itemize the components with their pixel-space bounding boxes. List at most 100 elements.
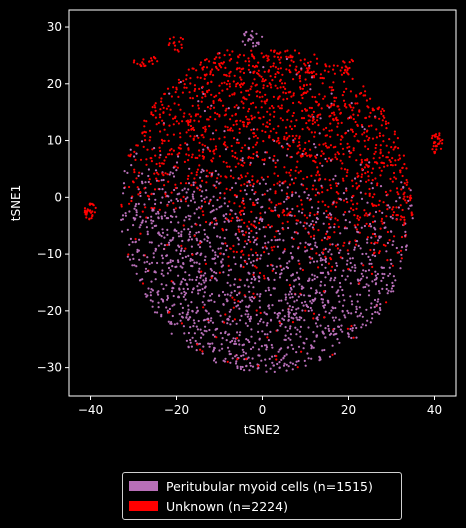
point-unknown xyxy=(172,86,175,89)
point-peritubular xyxy=(175,169,178,172)
point-unknown xyxy=(235,68,238,71)
point-peritubular xyxy=(187,331,190,335)
point-unknown xyxy=(312,110,315,113)
point-peritubular xyxy=(173,282,176,286)
point-unknown xyxy=(222,61,225,64)
point-peritubular xyxy=(361,125,364,128)
point-peritubular xyxy=(223,220,226,223)
point-unknown xyxy=(311,122,314,125)
point-unknown xyxy=(168,124,171,127)
point-peritubular xyxy=(241,159,244,162)
point-unknown xyxy=(204,74,207,77)
point-peritubular xyxy=(304,241,307,244)
point-unknown xyxy=(322,77,325,80)
point-peritubular xyxy=(249,161,252,164)
point-peritubular xyxy=(288,260,291,263)
point-unknown xyxy=(301,87,304,90)
point-unknown xyxy=(204,128,207,131)
point-unknown xyxy=(305,187,308,190)
point-peritubular xyxy=(161,231,165,234)
point-peritubular xyxy=(294,191,297,194)
point-unknown xyxy=(389,177,392,180)
point-peritubular xyxy=(297,276,300,279)
point-unknown xyxy=(150,57,153,60)
point-unknown xyxy=(153,104,156,107)
point-peritubular xyxy=(272,364,275,367)
point-unknown xyxy=(228,59,231,62)
point-unknown xyxy=(304,78,307,81)
point-unknown xyxy=(133,171,136,174)
point-peritubular xyxy=(325,216,328,219)
point-peritubular xyxy=(371,280,374,283)
point-peritubular xyxy=(150,219,153,222)
point-unknown xyxy=(260,176,263,179)
point-unknown xyxy=(356,114,360,117)
point-unknown xyxy=(158,146,161,149)
point-peritubular xyxy=(188,274,191,277)
point-peritubular xyxy=(290,288,293,291)
point-peritubular xyxy=(214,262,217,265)
point-unknown xyxy=(351,109,354,112)
point-unknown xyxy=(287,56,290,59)
point-peritubular xyxy=(273,278,276,281)
point-peritubular xyxy=(212,209,215,212)
point-peritubular xyxy=(252,185,255,188)
point-unknown xyxy=(279,86,282,89)
point-peritubular xyxy=(172,208,175,211)
point-unknown xyxy=(199,348,202,351)
point-unknown xyxy=(355,182,358,185)
point-peritubular xyxy=(250,281,253,284)
point-unknown xyxy=(240,174,243,177)
point-unknown xyxy=(88,210,91,213)
point-unknown xyxy=(224,144,227,147)
point-unknown xyxy=(346,146,349,149)
point-unknown xyxy=(271,249,274,252)
point-unknown xyxy=(130,199,133,203)
point-unknown xyxy=(135,177,138,180)
point-peritubular xyxy=(303,359,306,362)
point-unknown xyxy=(166,243,169,246)
point-peritubular xyxy=(322,332,325,335)
point-peritubular xyxy=(243,34,246,37)
point-peritubular xyxy=(258,295,261,298)
point-unknown xyxy=(308,106,311,109)
point-unknown xyxy=(317,103,321,106)
point-peritubular xyxy=(148,241,151,244)
point-unknown xyxy=(399,204,402,207)
point-unknown xyxy=(303,214,306,217)
point-unknown xyxy=(441,142,444,145)
point-unknown xyxy=(331,203,334,206)
point-peritubular xyxy=(139,278,142,281)
point-peritubular xyxy=(379,185,383,188)
point-unknown xyxy=(179,182,182,185)
legend-item-unknown: Unknown (n=2224) xyxy=(129,496,395,516)
point-unknown xyxy=(202,136,205,139)
point-unknown xyxy=(320,107,323,110)
point-peritubular xyxy=(222,271,225,274)
point-unknown xyxy=(185,131,188,134)
point-unknown xyxy=(271,269,274,272)
point-unknown xyxy=(183,112,186,115)
point-unknown xyxy=(198,141,201,144)
point-unknown xyxy=(223,321,226,324)
point-peritubular xyxy=(273,311,276,314)
point-unknown xyxy=(306,61,310,64)
point-unknown xyxy=(179,132,182,135)
point-peritubular xyxy=(312,346,315,349)
point-unknown xyxy=(197,136,200,139)
point-unknown xyxy=(214,111,217,114)
point-unknown xyxy=(311,113,314,116)
point-peritubular xyxy=(151,305,154,308)
point-peritubular xyxy=(366,319,369,322)
point-peritubular xyxy=(193,201,196,204)
point-peritubular xyxy=(269,188,272,191)
point-unknown xyxy=(393,130,396,133)
point-peritubular xyxy=(261,246,264,249)
point-peritubular xyxy=(253,220,256,223)
point-unknown xyxy=(208,200,211,203)
point-unknown xyxy=(219,175,222,178)
point-unknown xyxy=(362,94,365,97)
point-unknown xyxy=(348,145,351,148)
point-unknown xyxy=(345,174,348,178)
point-unknown xyxy=(378,251,381,255)
